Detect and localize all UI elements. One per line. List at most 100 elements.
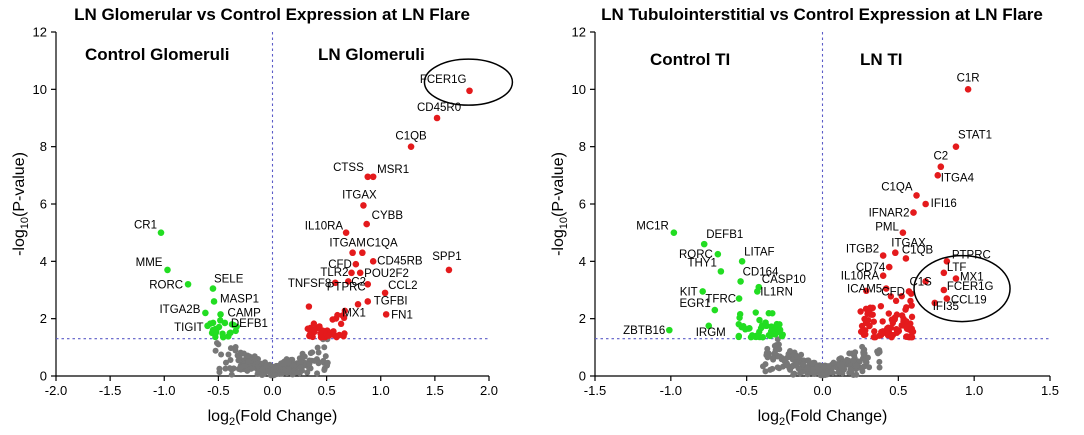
gene-point-stat1 xyxy=(952,143,960,150)
ns-point xyxy=(314,344,321,351)
up-point xyxy=(305,303,313,310)
gene-point-ifi35 xyxy=(931,299,939,307)
ns-point xyxy=(212,347,219,354)
ns-point xyxy=(762,368,769,375)
gene-label: DEFB1 xyxy=(231,318,268,330)
gene-label: SELE xyxy=(214,274,244,286)
up-point xyxy=(883,326,891,333)
ns-point xyxy=(306,361,313,368)
control-region-label: Control Glomeruli xyxy=(85,45,230,64)
up-point xyxy=(334,311,341,319)
ns-point xyxy=(227,357,234,364)
up-point xyxy=(867,304,874,311)
volcano-plot-2: LN Tubulointerstitial vs Control Express… xyxy=(550,5,1059,428)
gene-point-mx1 xyxy=(354,301,362,308)
y-tick-label: 2 xyxy=(40,311,47,326)
gene-point-cfd xyxy=(352,260,360,268)
control-region-label: Control TI xyxy=(650,50,730,69)
x-tick-label: -1.5 xyxy=(99,383,121,398)
chart-title: LN Glomerular vs Control Expression at L… xyxy=(74,5,470,24)
up-point xyxy=(862,327,869,334)
ns-point xyxy=(263,362,270,369)
ns-point xyxy=(848,367,855,374)
ns-point xyxy=(259,366,266,373)
gene-label: DEFB1 xyxy=(706,229,743,241)
down-point xyxy=(776,321,783,328)
gene-point-c1qa xyxy=(359,249,366,257)
up-point xyxy=(888,334,895,341)
up-point xyxy=(902,306,909,313)
ns-point xyxy=(805,357,812,364)
ns-point xyxy=(774,364,781,371)
gene-point-camp xyxy=(217,311,224,318)
x-tick-label: -0.5 xyxy=(207,383,229,398)
gene-label: LTF xyxy=(947,262,967,274)
ns-point xyxy=(804,365,811,372)
up-point xyxy=(898,322,905,329)
ns-point xyxy=(216,365,223,372)
x-tick-label: 0.0 xyxy=(263,383,281,398)
ns-point xyxy=(226,365,233,372)
highlight-circle xyxy=(913,254,1011,323)
gene-label: TIGIT xyxy=(174,322,203,334)
ns-point xyxy=(825,363,832,370)
gene-point-pml xyxy=(899,229,907,236)
significant-up-points xyxy=(304,303,349,341)
up-point xyxy=(325,332,333,339)
gene-label: C1QB xyxy=(902,244,934,256)
ns-point xyxy=(774,336,781,343)
down-point xyxy=(226,329,234,337)
gene-label: TFRC xyxy=(705,294,736,306)
up-point xyxy=(310,320,318,327)
ns-point xyxy=(222,365,229,372)
gene-point-ccl19 xyxy=(943,295,951,302)
gene-point-masp1 xyxy=(210,298,218,305)
ns-point xyxy=(790,371,797,378)
up-point xyxy=(893,329,901,336)
gene-point-ctss xyxy=(364,173,372,181)
gene-label: MSR1 xyxy=(377,164,409,176)
gene-label: CD164 xyxy=(743,266,779,278)
y-tick-label: 4 xyxy=(40,254,47,269)
gene-point-mx1 xyxy=(952,275,960,282)
gene-label: MASP1 xyxy=(220,293,259,305)
ns-point xyxy=(793,361,800,368)
gene-label: CCL19 xyxy=(951,295,987,307)
ns-point xyxy=(307,350,314,357)
ns-point xyxy=(297,364,304,371)
up-point xyxy=(907,297,914,305)
x-tick-label: 0.0 xyxy=(813,383,831,398)
gene-point-cd45r0 xyxy=(433,114,441,122)
gene-label: IL10RA xyxy=(841,271,880,283)
y-tick-label: 10 xyxy=(33,82,47,97)
ns-point xyxy=(852,349,859,356)
x-tick-label: 1.0 xyxy=(372,383,390,398)
x-tick-label: -2.0 xyxy=(45,383,67,398)
ns-point xyxy=(876,364,883,371)
up-point xyxy=(885,310,892,317)
gene-point-itga4 xyxy=(934,172,942,179)
gene-label: C1S xyxy=(909,276,932,288)
x-tick-label: 1.5 xyxy=(1041,383,1059,398)
gene-point-rorc xyxy=(184,280,192,288)
up-point xyxy=(898,312,906,319)
ns-point xyxy=(213,340,220,347)
nonsignificant-points xyxy=(212,336,331,379)
y-tick-label: 4 xyxy=(579,254,586,269)
ns-point xyxy=(763,352,770,359)
down-point xyxy=(220,333,227,341)
up-point xyxy=(861,315,868,323)
ns-point xyxy=(270,366,277,373)
gene-point-il10ra xyxy=(879,272,887,279)
gene-point-defb1 xyxy=(221,319,229,327)
gene-point-ptprc xyxy=(943,258,951,265)
gene-label: ITGA4 xyxy=(941,172,975,184)
up-point xyxy=(891,314,899,321)
ns-point xyxy=(787,348,794,355)
disease-region-label: LN TI xyxy=(860,50,903,69)
gene-label: EGR1 xyxy=(679,298,710,310)
ns-point xyxy=(769,355,776,362)
gene-point-c1r xyxy=(964,86,972,93)
down-point xyxy=(736,310,744,318)
